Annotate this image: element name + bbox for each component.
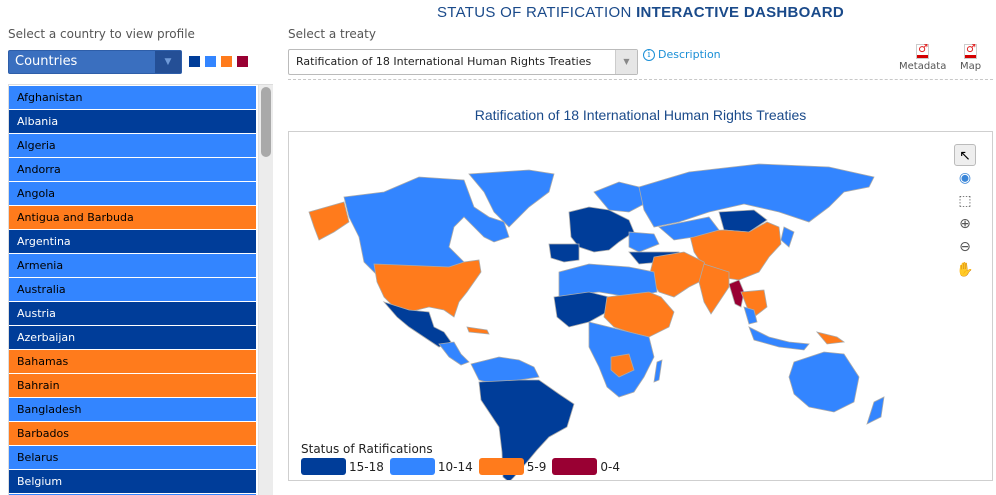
- map-panel[interactable]: ↖ ◉ ⬚ ⊕ ⊖ ✋ Status of Ratifications 15-1…: [288, 131, 993, 481]
- metadata-label: Metadata: [899, 61, 947, 72]
- legend-swatch: [301, 458, 346, 475]
- country-list-item[interactable]: Belgium: [9, 470, 256, 494]
- scrollbar-thumb[interactable]: [261, 87, 271, 157]
- legend-item-10-14: 10-14: [389, 458, 473, 475]
- zoom-region-icon[interactable]: ⬚: [958, 193, 972, 209]
- map-legend: Status of Ratifications 15-18 10-14 5-9 …: [301, 442, 626, 475]
- map-toolbar: ↖ ◉ ⬚ ⊕ ⊖ ✋: [954, 144, 976, 282]
- description-link[interactable]: i Description: [643, 48, 721, 61]
- legend-label: 5-9: [526, 459, 547, 474]
- country-list-item[interactable]: Azerbaijan: [9, 326, 256, 350]
- pdf-icon: [964, 42, 978, 59]
- country-list-item[interactable]: Bahrain: [9, 374, 256, 398]
- country-list-item[interactable]: Armenia: [9, 254, 256, 278]
- divider: [288, 79, 993, 80]
- swatch-0-4: [237, 56, 248, 67]
- chevron-down-icon[interactable]: ▼: [615, 50, 637, 74]
- swatch-5-9: [221, 56, 232, 67]
- country-label: Select a country to view profile: [8, 27, 195, 41]
- legend-swatch: [389, 458, 435, 475]
- legend-label: 0-4: [600, 459, 620, 474]
- pan-globe-icon[interactable]: ◉: [958, 170, 972, 186]
- title-bold: INTERACTIVE DASHBOARD: [636, 4, 845, 21]
- country-list-item[interactable]: Afghanistan: [9, 86, 256, 110]
- country-list-item[interactable]: Belarus: [9, 446, 256, 470]
- title-normal: STATUS OF RATIFICATION: [436, 4, 637, 21]
- chevron-down-icon[interactable]: ▼: [155, 51, 181, 73]
- legend-swatch: [552, 458, 598, 475]
- country-list-item[interactable]: Andorra: [9, 158, 256, 182]
- country-list-item[interactable]: Albania: [9, 110, 256, 134]
- legend-label: 15-18: [349, 459, 384, 474]
- metadata-pdf-button[interactable]: Metadata: [899, 42, 947, 72]
- country-list-item[interactable]: Algeria: [9, 134, 256, 158]
- legend-item-15-18: 15-18: [301, 458, 384, 475]
- country-list: Afghanistan Albania Algeria Andorra Angola An…: [8, 84, 273, 495]
- description-label: Description: [658, 48, 721, 61]
- map-title: Ratification of 18 International Human R…: [474, 107, 807, 123]
- world-map[interactable]: [289, 132, 993, 481]
- map-label: Map: [960, 61, 982, 72]
- country-select-value: Countries: [15, 54, 78, 69]
- map-pdf-button[interactable]: Map: [960, 42, 982, 72]
- scrollbar[interactable]: [258, 85, 273, 495]
- legend-label: 10-14: [437, 459, 473, 474]
- select-tool-icon[interactable]: ↖: [954, 144, 976, 166]
- color-swatches: [189, 56, 248, 67]
- info-icon: i: [643, 48, 655, 61]
- treaty-label: Select a treaty: [288, 27, 376, 41]
- treaty-select-value: Ratification of 18 International Human R…: [296, 55, 592, 68]
- country-list-item[interactable]: Angola: [9, 182, 256, 206]
- legend-title: Status of Ratifications: [301, 442, 433, 456]
- legend-item-5-9: 5-9: [478, 458, 547, 475]
- swatch-10-14: [205, 56, 216, 67]
- country-list-item[interactable]: Barbados: [9, 422, 256, 446]
- country-list-item[interactable]: Antigua and Barbuda: [9, 206, 256, 230]
- page-title: STATUS OF RATIFICATION INTERACTIVE DASHB…: [288, 4, 993, 21]
- zoom-out-icon[interactable]: ⊖: [959, 239, 971, 255]
- country-list-item[interactable]: Bangladesh: [9, 398, 256, 422]
- legend-item-0-4: 0-4: [552, 458, 620, 475]
- country-list-item[interactable]: Austria: [9, 302, 256, 326]
- pdf-icon: [916, 42, 930, 59]
- country-list-item[interactable]: Bahamas: [9, 350, 256, 374]
- country-list-item[interactable]: Argentina: [9, 230, 256, 254]
- legend-swatch: [478, 458, 524, 475]
- country-list-items: Afghanistan Albania Algeria Andorra Angola An…: [9, 86, 256, 495]
- hand-icon[interactable]: ✋: [956, 262, 974, 278]
- swatch-15-18: [189, 56, 200, 67]
- country-select[interactable]: Countries ▼: [8, 50, 182, 74]
- treaty-select[interactable]: Ratification of 18 International Human R…: [288, 49, 638, 75]
- country-list-item[interactable]: Australia: [9, 278, 256, 302]
- zoom-in-icon[interactable]: ⊕: [959, 216, 971, 232]
